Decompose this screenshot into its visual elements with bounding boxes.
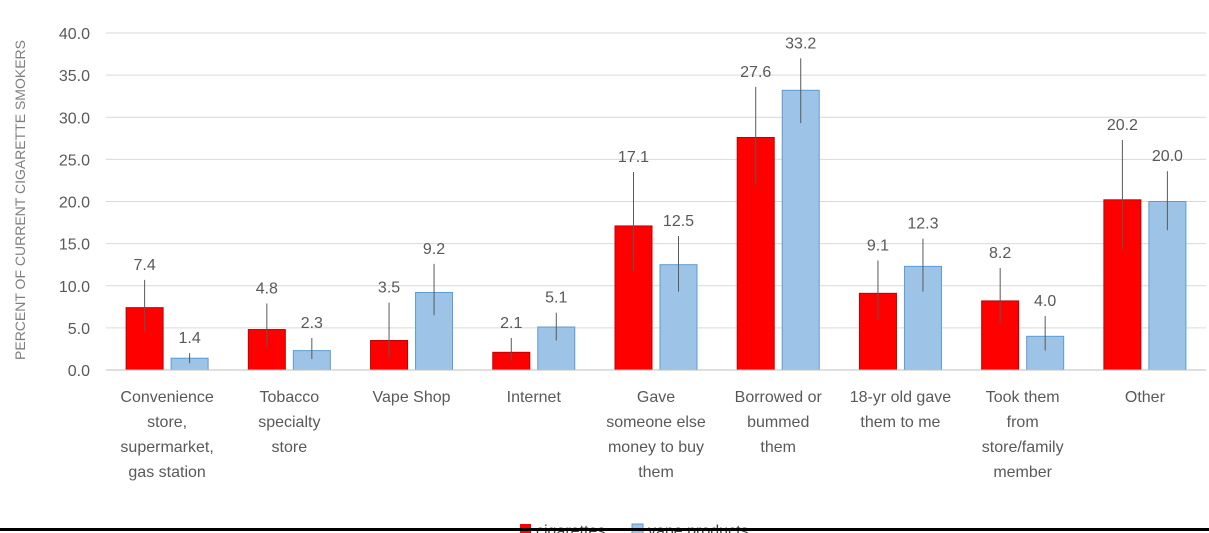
bar-vape-products xyxy=(781,89,820,371)
bar-vape-products xyxy=(537,326,576,371)
category-label-line: someone else xyxy=(606,414,706,431)
category-label-line: Tobacco xyxy=(260,389,320,406)
y-tick-label: 35.0 xyxy=(59,68,90,85)
category-label: Internet xyxy=(507,389,562,406)
y-tick-label: 10.0 xyxy=(59,279,90,296)
category-label-line: specialty xyxy=(258,414,320,431)
data-label: 3.5 xyxy=(378,280,400,297)
y-tick-label: 5.0 xyxy=(68,321,90,338)
data-label: 5.1 xyxy=(545,290,567,307)
data-label: 4.0 xyxy=(1034,293,1056,310)
y-tick-label: 30.0 xyxy=(59,110,90,127)
y-axis-label: PERCENT OF CURRENT CIGARETTE SMOKERS xyxy=(12,40,28,360)
category-label-line: gas station xyxy=(128,464,205,481)
y-tick-label: 20.0 xyxy=(59,195,90,212)
data-label: 12.3 xyxy=(907,216,938,233)
data-label: 8.2 xyxy=(989,245,1011,262)
category-label-line: them xyxy=(638,464,674,481)
data-label: 17.1 xyxy=(618,149,649,166)
x-axis-categories: Convenience store, supermarket, gas station… xyxy=(120,389,1165,481)
category-label-line: supermarket, xyxy=(120,439,213,456)
category-label-line: Other xyxy=(1125,389,1166,406)
category-label-line: from xyxy=(1007,414,1039,431)
y-tick-label: 40.0 xyxy=(59,26,90,43)
gridlines xyxy=(106,32,1206,329)
category-label-line: Internet xyxy=(507,389,562,406)
category-label-line: them to me xyxy=(860,414,940,431)
category-label: Other xyxy=(1125,389,1166,406)
category-label-line: Gave xyxy=(637,389,675,406)
error-bars xyxy=(144,58,1168,364)
category-label-line: them xyxy=(760,439,796,456)
data-label: 4.8 xyxy=(256,280,278,297)
y-tick-label: 0.0 xyxy=(68,363,90,380)
category-label-line: Took them xyxy=(986,389,1060,406)
category-label: 18-yr old gave them to me xyxy=(850,389,951,431)
y-axis-ticks: 0.0 5.0 10.0 15.0 20.0 25.0 30.0 35.0 40.0 xyxy=(59,26,90,380)
category-label-line: store, xyxy=(147,414,187,431)
data-label: 9.1 xyxy=(867,237,889,254)
data-label: 1.4 xyxy=(178,330,200,347)
data-label: 2.3 xyxy=(301,315,323,332)
bar-cigarettes xyxy=(614,225,653,371)
category-label-line: 18-yr old gave xyxy=(850,389,951,406)
category-label: Took them from store/family member xyxy=(982,389,1064,481)
category-label-line: Convenience xyxy=(120,389,214,406)
data-label: 12.5 xyxy=(663,213,694,230)
data-label: 33.2 xyxy=(785,35,816,52)
data-labels: 7.4 1.4 4.8 2.3 3.5 9.2 2.1 5.1 17.1 12.5 27.6 33.2… xyxy=(133,35,1183,347)
y-tick-label: 25.0 xyxy=(59,152,90,169)
category-label-line: money to buy xyxy=(608,439,704,456)
category-label-line: Vape Shop xyxy=(373,389,451,406)
data-label: 27.6 xyxy=(740,64,771,81)
data-label: 9.2 xyxy=(423,241,445,258)
data-label: 7.4 xyxy=(133,257,155,274)
category-label: Tobacco specialty store xyxy=(258,389,320,456)
category-label: Borrowed or bummed them xyxy=(735,389,823,456)
bottom-border xyxy=(0,528,1209,531)
data-label: 2.1 xyxy=(500,315,522,332)
data-label: 20.0 xyxy=(1152,148,1183,165)
category-label: Convenience store, supermarket, gas station xyxy=(120,389,214,481)
category-label-line: member xyxy=(993,464,1052,481)
category-label: Vape Shop xyxy=(373,389,451,406)
category-label-line: store/family xyxy=(982,439,1064,456)
data-label: 20.2 xyxy=(1107,117,1138,134)
category-label: Gave someone else money to buy them xyxy=(606,389,706,481)
y-tick-label: 15.0 xyxy=(59,237,90,254)
category-label-line: Borrowed or xyxy=(735,389,823,406)
category-label-line: bummed xyxy=(747,414,809,431)
category-label-line: store xyxy=(272,439,308,456)
